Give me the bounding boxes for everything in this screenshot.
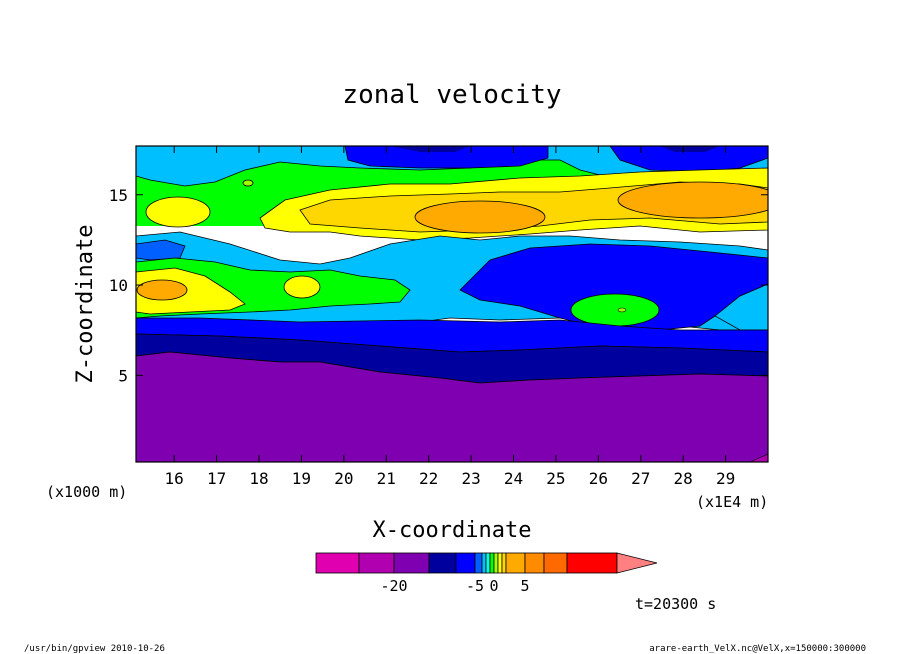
- x-tick-label: 25: [546, 469, 565, 488]
- colorbar-segment: [485, 552, 491, 574]
- colorbar-tick-label: -5: [466, 577, 484, 595]
- footer-right: arare-earth_VelX.nc@VelX,x=150000:300000: [649, 644, 866, 654]
- x-tick-label: 19: [292, 469, 311, 488]
- y-axis-label: Z-coordinate: [73, 225, 98, 384]
- contour-purple-bottom: [136, 351, 768, 462]
- contour-green-right-inner: [617, 307, 627, 313]
- contour-yellow-left-mid: [136, 267, 246, 315]
- colorbar-segment: [481, 552, 487, 574]
- time-annotation: t=20300 s: [635, 595, 716, 613]
- x-tick-label: 22: [419, 469, 438, 488]
- contour-green-dot: [242, 179, 254, 187]
- x-tick-label: 16: [165, 469, 184, 488]
- colorbar-extend-arrow: [616, 552, 658, 574]
- contour-yellow-small: [283, 275, 321, 299]
- contour-green-right: [570, 293, 660, 327]
- colorbar-segment: [505, 552, 526, 574]
- contour-orange-right: [617, 181, 768, 219]
- contour-navy-top-left: [390, 146, 470, 152]
- contour-orange-center: [414, 200, 546, 234]
- colorbar-segment: [497, 552, 503, 574]
- x-tick-label: 24: [504, 469, 523, 488]
- y-tick-label: 10: [109, 276, 128, 295]
- colorbar-segment: [455, 552, 476, 574]
- contour-navy-top-right: [660, 146, 720, 152]
- y-tick-label: 15: [109, 186, 128, 205]
- plot-frame: [135, 145, 769, 463]
- x-tick-label: 18: [249, 469, 268, 488]
- colorbar-segment: [493, 552, 499, 574]
- contour-field: [136, 146, 768, 462]
- contour-cyan-right: [714, 283, 768, 331]
- colorbar-segment: [566, 552, 618, 574]
- contour-magenta-corner: [749, 453, 768, 462]
- colorbar-segment: [428, 552, 457, 574]
- contour-blue-top-left: [344, 146, 549, 169]
- colorbar-segment: [393, 552, 430, 574]
- x-tick-label: 29: [716, 469, 735, 488]
- contour-yellow-left-top: [145, 196, 211, 228]
- contour-skyblue-left: [136, 239, 186, 261]
- x-unit-right: (x1E4 m): [696, 493, 768, 511]
- x-axis-label: X-coordinate: [373, 518, 532, 543]
- y-axis: 5 10 15: [109, 186, 768, 385]
- footer-left: /usr/bin/gpview 2010-10-26: [24, 644, 165, 654]
- y-tick-label: 5: [118, 366, 128, 385]
- x-tick-label: 20: [334, 469, 353, 488]
- colorbar-segment: [315, 552, 360, 574]
- colorbar-segment: [543, 552, 568, 574]
- x-tick-label: 26: [589, 469, 608, 488]
- x-tick-label: 27: [631, 469, 650, 488]
- colorbar-segment: [501, 552, 507, 574]
- colorbar-tick-label: 5: [520, 577, 529, 595]
- colorbar-segment: [489, 552, 495, 574]
- x-tick-label: 17: [207, 469, 226, 488]
- chart-title: zonal velocity: [342, 80, 561, 110]
- colorbar-segment: [524, 552, 545, 574]
- colorbar-segment: [474, 552, 483, 574]
- x-tick-label: 28: [674, 469, 693, 488]
- colorbar-tick-label: 0: [489, 577, 498, 595]
- x-axis: 16 17 18 19 20 21 22 23 24 25 26 27 28 29: [165, 146, 735, 488]
- colorbar: -20 -5 0 5: [315, 552, 658, 595]
- x-unit-left: (x1000 m): [46, 483, 127, 501]
- x-tick-label: 21: [377, 469, 396, 488]
- contour-orange-left: [136, 279, 188, 301]
- colorbar-tick-label: -20: [380, 577, 407, 595]
- colorbar-segment: [358, 552, 395, 574]
- x-tick-label: 23: [461, 469, 480, 488]
